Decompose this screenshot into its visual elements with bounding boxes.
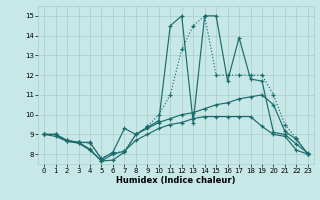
X-axis label: Humidex (Indice chaleur): Humidex (Indice chaleur) xyxy=(116,176,236,185)
